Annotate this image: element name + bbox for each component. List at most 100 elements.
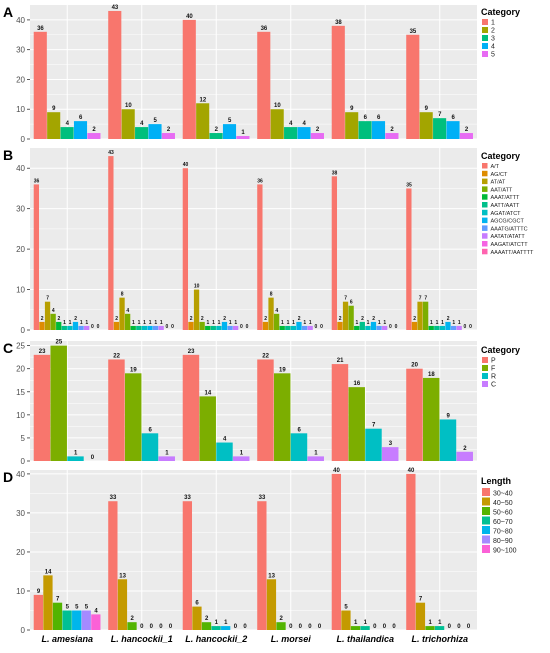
legend-entry: AATT/AATT (491, 203, 520, 209)
data-label: 35 (406, 182, 412, 188)
bar (365, 325, 371, 330)
data-label: 1 (241, 130, 245, 136)
data-label: 7 (438, 112, 442, 118)
bar (456, 451, 473, 461)
x-tick-label: L. hancockii_2 (185, 634, 247, 644)
bar (266, 579, 277, 630)
bar (124, 373, 142, 461)
data-label: 1 (303, 320, 306, 326)
bar (422, 301, 429, 330)
data-label: 1 (378, 320, 381, 326)
data-label: 23 (39, 349, 46, 355)
bar (354, 325, 360, 330)
data-label: 0 (383, 624, 387, 630)
y-tick-label: 10 (16, 105, 25, 114)
data-label: 1 (132, 320, 135, 326)
data-label: 6 (350, 300, 353, 306)
data-label: 0 (464, 324, 467, 330)
data-label: 2 (74, 316, 77, 322)
data-label: 40 (186, 14, 193, 20)
bar (158, 325, 164, 330)
bar (73, 121, 88, 139)
y-tick-label: 30 (16, 46, 25, 55)
data-label: 1 (383, 320, 386, 326)
data-label: 1 (138, 320, 141, 326)
legend-title: Category (481, 345, 520, 355)
data-label: 16 (354, 381, 361, 387)
data-label: 9 (425, 106, 429, 112)
bar (290, 433, 308, 461)
legend-entry: C (491, 382, 496, 389)
bar (50, 313, 56, 330)
data-label: 38 (335, 20, 342, 26)
y-tick-label: 40 (16, 16, 25, 25)
bar (188, 321, 194, 330)
bar (296, 321, 302, 330)
data-label: 1 (441, 320, 444, 326)
legend-entry: 70~80 (493, 529, 513, 536)
panel-label: A (3, 4, 13, 20)
data-label: 2 (447, 316, 450, 322)
bar (428, 325, 434, 330)
data-label: 40 (408, 468, 415, 474)
bar (182, 168, 189, 330)
data-label: 6 (79, 115, 83, 121)
x-tick-label: L. amesiana (41, 634, 93, 644)
data-label: 0 (246, 324, 249, 330)
data-label: 0 (395, 324, 398, 330)
data-label: 33 (184, 495, 191, 501)
legend-entry: F (491, 366, 495, 373)
bar (33, 354, 51, 461)
bar (161, 133, 175, 139)
data-label: 0 (91, 324, 94, 330)
legend-key (482, 209, 488, 216)
data-label: 43 (108, 150, 114, 156)
legend-key (482, 488, 490, 496)
data-label: 6 (148, 427, 152, 433)
bar (210, 325, 216, 330)
data-label: 4 (94, 608, 98, 614)
data-label: 40 (183, 162, 189, 168)
data-label: 2 (361, 316, 364, 322)
data-label: 2 (41, 316, 44, 322)
data-label: 9 (350, 106, 354, 112)
bar (148, 124, 162, 139)
legend-key (482, 357, 488, 363)
data-label: 9 (37, 589, 41, 595)
bar (56, 321, 62, 330)
bar (376, 325, 382, 330)
bar (39, 321, 45, 330)
bar (382, 325, 388, 330)
data-label: 40 (333, 468, 340, 474)
x-tick-label: L. trichorhiza (411, 634, 468, 644)
bar (358, 121, 372, 139)
x-tick-label: L. morsei (271, 634, 312, 644)
y-tick-label: 30 (16, 205, 25, 214)
bar (113, 321, 120, 330)
bar (121, 109, 135, 139)
legend-entry: AATAT/ATATT (491, 234, 526, 240)
data-label: 0 (166, 324, 169, 330)
bar (348, 305, 354, 330)
data-label: 0 (389, 324, 392, 330)
data-label: 6 (364, 115, 368, 121)
bar (72, 610, 82, 630)
data-label: 5 (85, 604, 89, 610)
data-label: 1 (428, 620, 432, 626)
bar (60, 127, 74, 139)
data-label: 1 (218, 320, 221, 326)
bar (216, 325, 222, 330)
bar (273, 373, 291, 461)
data-label: 1 (438, 620, 442, 626)
data-label: 2 (339, 316, 342, 322)
bar (301, 325, 308, 330)
data-label: 5 (344, 604, 348, 610)
legend-key (482, 202, 488, 208)
data-label: 8 (121, 292, 124, 298)
legend-entry: AAT/ATT (491, 187, 513, 193)
legend-entry: AG/CT (491, 172, 508, 178)
